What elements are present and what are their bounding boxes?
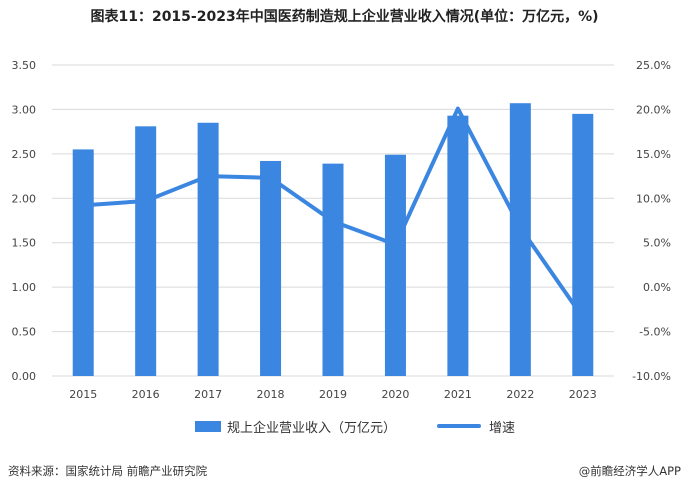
legend-label-bar: 规上企业营业收入（万亿元） — [227, 420, 397, 436]
growth-point-2017 — [207, 175, 209, 177]
legend-label-line: 增速 — [489, 420, 516, 436]
legend-item-line: 增速 — [437, 416, 515, 436]
x-tick-label: 2019 — [319, 388, 347, 401]
bar-2020 — [384, 154, 406, 376]
right-tick-label: -5.0% — [639, 326, 671, 339]
bar-2016 — [135, 126, 157, 376]
right-axis-ticks: -10.0% -5.0% 0.0% 5.0% 10.0% 15.0% 20.0% 25.0% — [632, 59, 671, 383]
left-axis-ticks: 0.00 0.50 1.00 1.50 2.00 2.50 3.00 3.50 — [12, 59, 37, 383]
growth-point-2019 — [332, 220, 334, 222]
brand-credit: @前瞻经济学人APP — [578, 464, 681, 478]
right-tick-label: 5.0% — [643, 237, 671, 250]
left-tick-label: 1.50 — [12, 237, 37, 250]
left-tick-label: 0.00 — [12, 370, 37, 383]
legend-swatch-line — [437, 424, 481, 428]
growth-point-2021 — [457, 108, 459, 110]
left-tick-label: 2.50 — [12, 148, 37, 161]
left-tick-label: 3.00 — [12, 103, 37, 116]
x-tick-label: 2017 — [194, 388, 222, 401]
x-tick-label: 2016 — [132, 388, 160, 401]
legend-swatch-bar — [195, 420, 221, 432]
bar-2017 — [197, 122, 219, 376]
right-tick-label: 10.0% — [636, 192, 671, 205]
x-tick-label: 2020 — [381, 388, 409, 401]
x-axis-ticks: 2015 2016 2017 2018 2019 2020 2021 2022 2023 — [69, 388, 597, 401]
bar-series — [72, 103, 594, 377]
right-tick-label: 25.0% — [636, 59, 671, 72]
growth-point-2020 — [394, 243, 396, 245]
legend-item-bar: 规上企业营业收入（万亿元） — [195, 416, 396, 436]
right-tick-label: 0.0% — [643, 281, 671, 294]
line-series — [81, 106, 585, 320]
combo-chart: 0.000.501.001.502.002.503.003.50 -10.0%-… — [12, 59, 672, 401]
bar-2023 — [572, 113, 594, 376]
growth-point-2022 — [519, 227, 521, 229]
x-tick-label: 2018 — [257, 388, 285, 401]
right-tick-label: 20.0% — [636, 103, 671, 116]
left-tick-label: 0.50 — [12, 326, 37, 339]
bar-2021 — [447, 115, 469, 377]
right-tick-label: -10.0% — [632, 370, 671, 383]
chart-title: 图表11：2015-2023年中国医药制造规上企业营业收入情况(单位：万亿元，%… — [90, 9, 599, 25]
legend: 规上企业营业收入（万亿元） 增速 — [0, 416, 689, 436]
bar-2022 — [509, 103, 531, 377]
left-tick-label: 1.00 — [12, 281, 37, 294]
source-note: 资料来源：国家统计局 前瞻产业研究院 — [8, 464, 208, 478]
growth-point-2023 — [582, 316, 584, 318]
left-tick-label: 3.50 — [12, 59, 37, 72]
bar-2015 — [72, 149, 94, 376]
bar-2019 — [322, 163, 344, 376]
left-tick-label: 2.00 — [12, 192, 37, 205]
growth-point-2016 — [145, 200, 147, 202]
bar-2018 — [260, 160, 282, 376]
growth-point-2015 — [82, 204, 84, 206]
growth-point-2018 — [270, 177, 272, 179]
right-tick-label: 15.0% — [636, 148, 671, 161]
x-tick-label: 2015 — [69, 388, 97, 401]
x-tick-label: 2022 — [506, 388, 534, 401]
x-tick-label: 2021 — [444, 388, 472, 401]
x-tick-label: 2023 — [569, 388, 597, 401]
